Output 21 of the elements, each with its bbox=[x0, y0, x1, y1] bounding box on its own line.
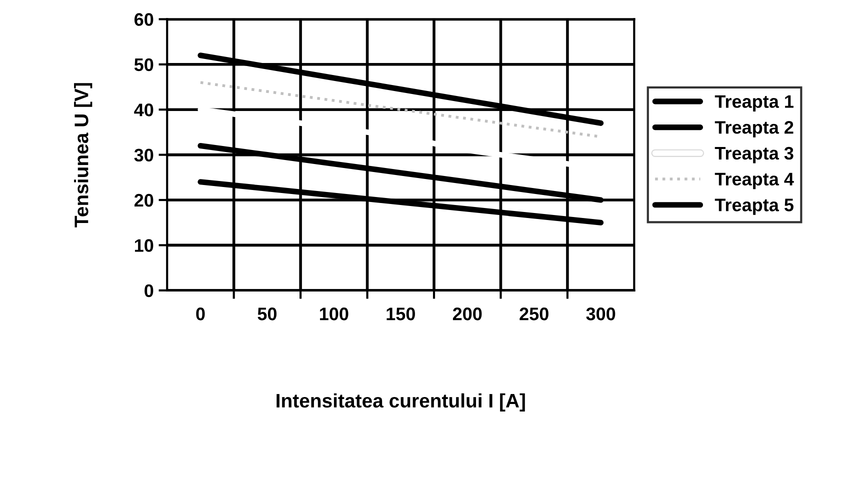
legend-label: Treapta 3 bbox=[714, 146, 794, 164]
y-tick-label: 20 bbox=[134, 194, 154, 207]
y-tick-label: 30 bbox=[134, 148, 154, 162]
y-tick-label: 10 bbox=[134, 239, 154, 252]
x-tick-label: 150 bbox=[386, 308, 415, 320]
y-tick-label: 40 bbox=[134, 104, 154, 116]
legend-label: Treapta 2 bbox=[714, 121, 794, 138]
legend-label: Treapta 5 bbox=[714, 198, 794, 215]
y-axis-title: Tensiunea U [V] bbox=[74, 83, 92, 228]
x-tick-label: 200 bbox=[452, 308, 482, 320]
y-tick-label: 0 bbox=[144, 284, 154, 298]
x-tick-label: 50 bbox=[258, 308, 277, 320]
legend-label: Treapta 4 bbox=[714, 172, 794, 190]
x-tick-label: 0 bbox=[196, 308, 205, 320]
x-tick-label: 300 bbox=[586, 308, 616, 320]
legend-label: Treapta 1 bbox=[714, 95, 794, 112]
x-tick-label: 100 bbox=[320, 308, 348, 320]
x-tick-label: 250 bbox=[520, 308, 548, 320]
x-axis-title: Intensitatea curentului I [A] bbox=[276, 393, 525, 412]
y-tick-label: 50 bbox=[134, 58, 154, 72]
y-tick-label: 60 bbox=[134, 13, 154, 26]
